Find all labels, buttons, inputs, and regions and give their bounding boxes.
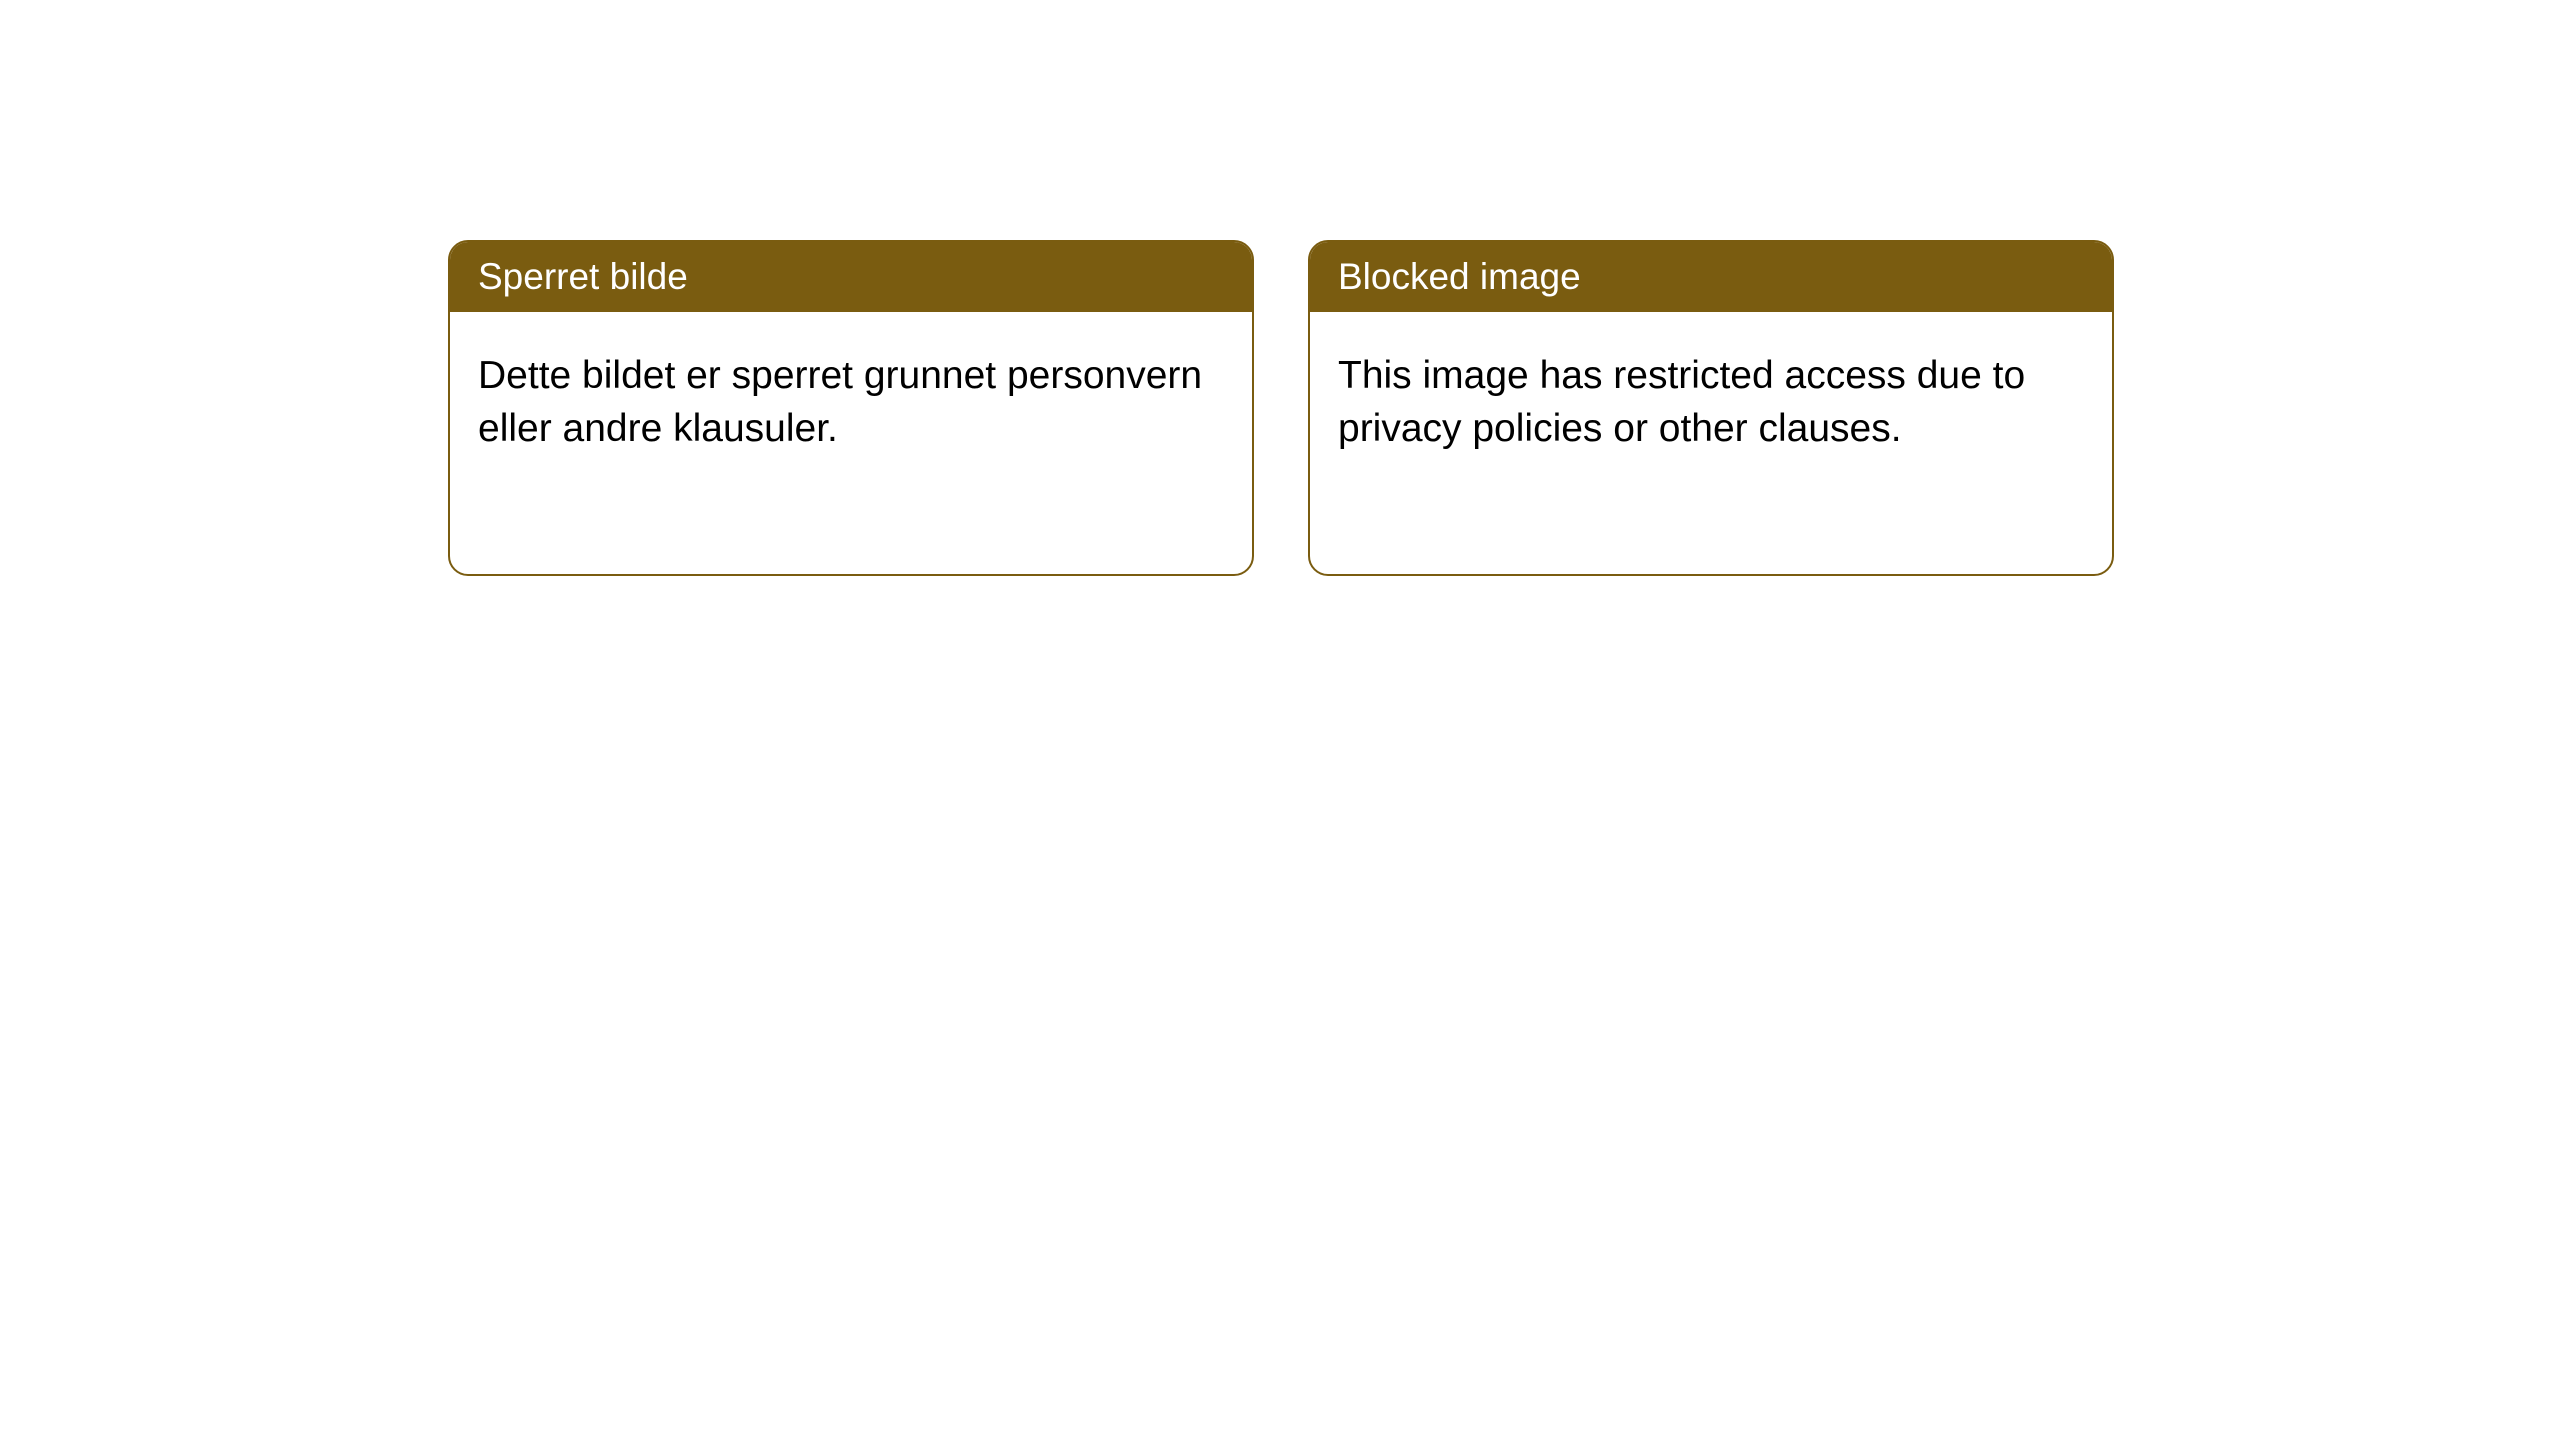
card-header: Sperret bilde bbox=[450, 242, 1252, 312]
notice-card-english: Blocked image This image has restricted … bbox=[1308, 240, 2114, 576]
notice-container: Sperret bilde Dette bildet er sperret gr… bbox=[0, 0, 2560, 576]
card-body: Dette bildet er sperret grunnet personve… bbox=[450, 312, 1252, 493]
card-header: Blocked image bbox=[1310, 242, 2112, 312]
notice-card-norwegian: Sperret bilde Dette bildet er sperret gr… bbox=[448, 240, 1254, 576]
card-body: This image has restricted access due to … bbox=[1310, 312, 2112, 493]
